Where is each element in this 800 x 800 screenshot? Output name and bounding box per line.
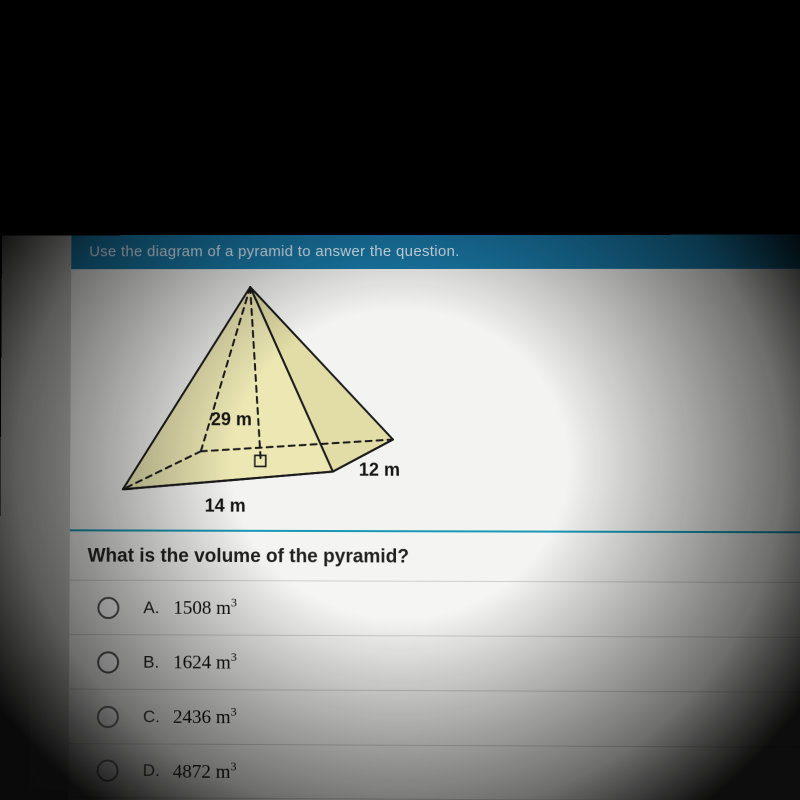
radio-icon: [97, 651, 119, 673]
option-value: 2436 m3: [173, 704, 237, 729]
question-text: What is the volume of the pyramid?: [88, 545, 786, 569]
option-c[interactable]: C. 2436 m3: [69, 688, 800, 746]
option-value: 1624 m3: [173, 650, 237, 675]
width-label: 12 m: [359, 460, 400, 481]
option-d[interactable]: D. 4872 m3: [68, 743, 800, 800]
option-b[interactable]: B. 1624 m3: [69, 634, 800, 692]
option-value: 4872 m3: [173, 759, 237, 784]
pyramid-diagram: 29 m 12 m 14 m: [105, 279, 425, 520]
pyramid-svg: [105, 279, 425, 520]
instruction-banner: Use the diagram of a pyramid to answer t…: [71, 235, 800, 270]
radio-icon: [97, 759, 119, 781]
length-label: 14 m: [205, 495, 246, 516]
question-bar: What is the volume of the pyramid?: [70, 529, 800, 584]
options-list: A. 1508 m3 B. 1624 m3 C. 2436 m3 D. 4872…: [68, 580, 800, 800]
quiz-screen: Use the diagram of a pyramid to answer t…: [0, 235, 800, 800]
option-letter: B.: [143, 652, 173, 672]
option-letter: A.: [143, 597, 173, 617]
option-letter: D.: [143, 761, 173, 781]
diagram-canvas: 29 m 12 m 14 m: [70, 269, 800, 531]
radio-icon: [97, 596, 119, 618]
left-gutter: [0, 235, 71, 800]
option-value: 1508 m3: [173, 595, 237, 620]
option-letter: C.: [143, 707, 173, 727]
height-label: 29 m: [211, 409, 252, 430]
option-a[interactable]: A. 1508 m3: [69, 580, 800, 637]
radio-icon: [97, 705, 119, 727]
instruction-text: Use the diagram of a pyramid to answer t…: [89, 243, 460, 260]
